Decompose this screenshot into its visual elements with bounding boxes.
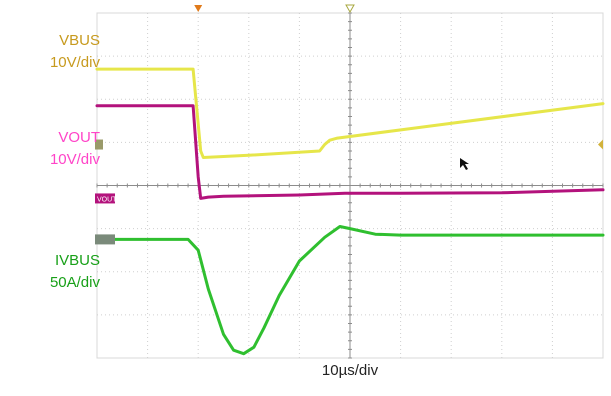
vout-name: VOUT	[58, 129, 100, 146]
vbus-ground-marker	[95, 139, 103, 150]
trigger-level-marker	[345, 4, 355, 14]
vbus-level-marker	[598, 139, 603, 150]
vout-label: VOUT 10V/div	[10, 127, 100, 171]
vbus-label: VBUS 10V/div	[10, 30, 100, 74]
traces	[95, 67, 605, 356]
ivbus-name: IVBUS	[54, 252, 100, 269]
vbus-name: VBUS	[59, 32, 100, 49]
markers: VOUT	[95, 4, 603, 245]
vout-scale: 10V/div	[49, 151, 100, 168]
mouse-pointer-icon	[460, 158, 469, 170]
series-ivbus-line	[95, 225, 605, 356]
series-vbus-line	[95, 67, 605, 159]
trigger-position-marker	[194, 5, 203, 12]
ivbus-label: IVBUS 50A/div	[10, 250, 100, 294]
series-vout-line	[95, 104, 605, 200]
vbus-scale: 10V/div	[49, 54, 100, 71]
ivbus-scale: 50A/div	[49, 274, 100, 291]
grid	[96, 12, 604, 359]
x-axis-label: 10µs/div	[321, 362, 379, 379]
vout-marker-label: VOUT	[97, 196, 117, 203]
ivbus-ground-marker	[95, 234, 115, 245]
vout-ground-marker	[95, 193, 115, 204]
